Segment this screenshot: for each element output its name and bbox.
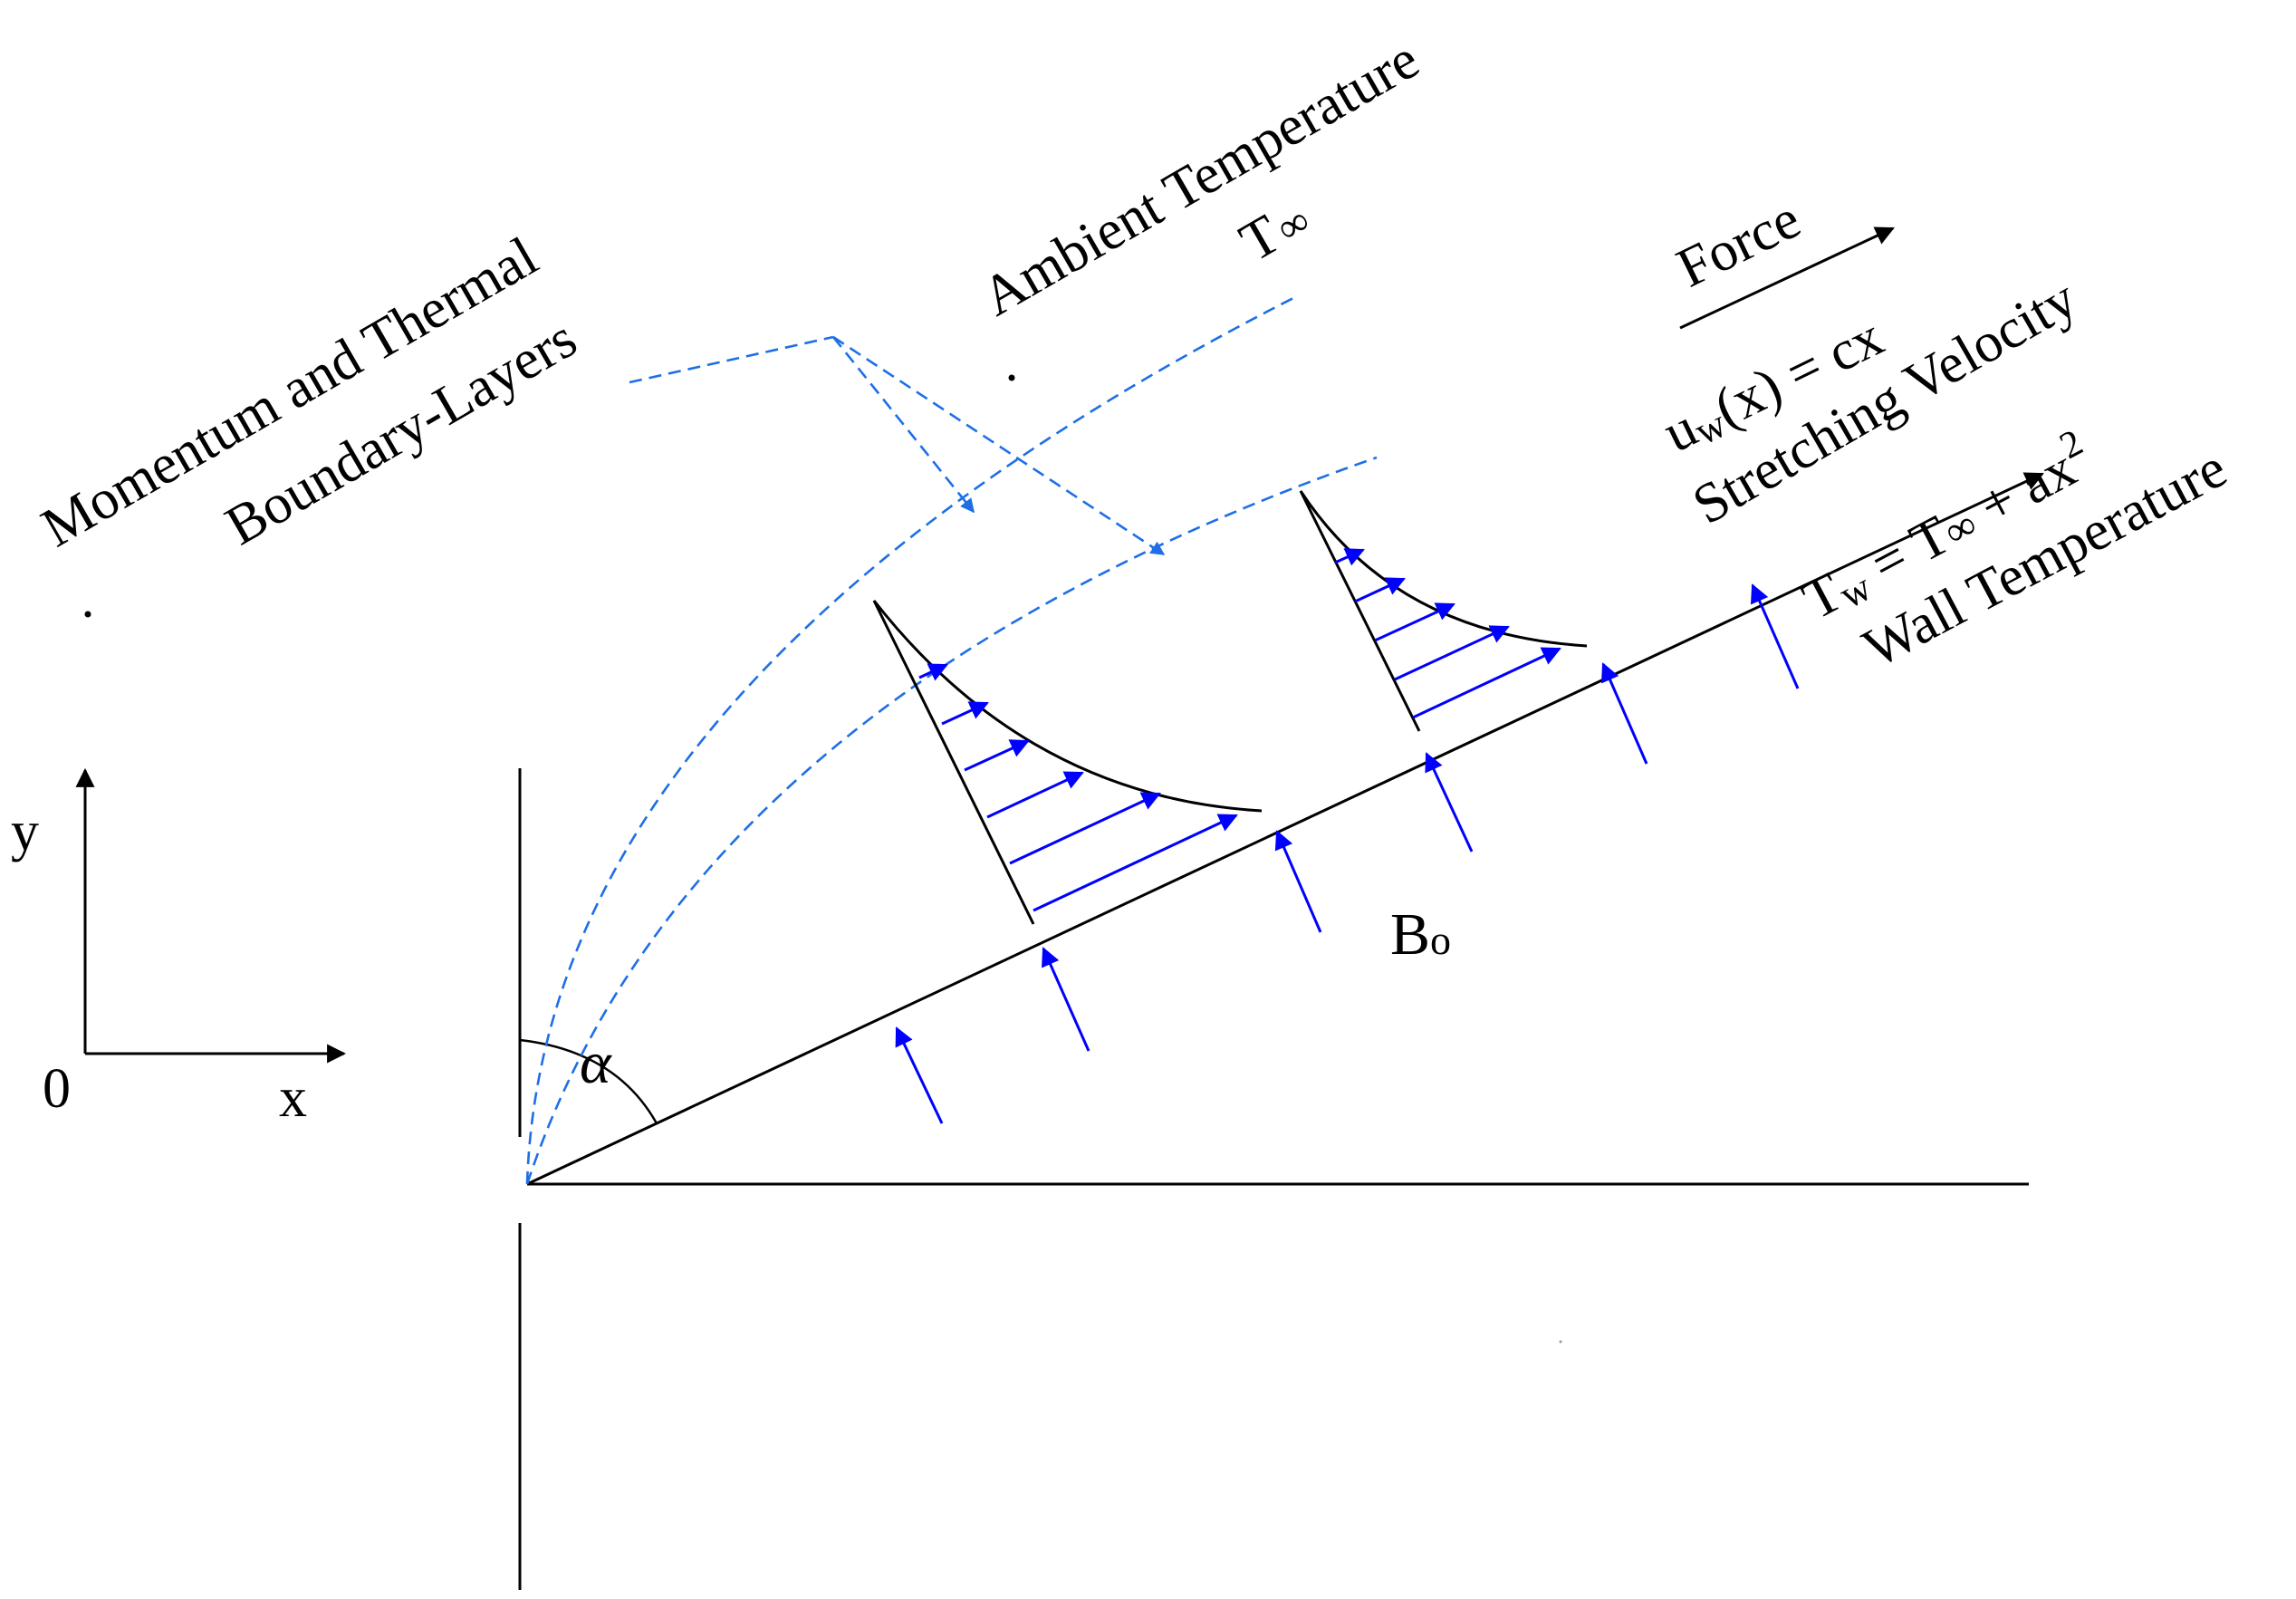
profile-1-arrow bbox=[918, 663, 948, 681]
angle-alpha-label: α bbox=[580, 1030, 612, 1096]
boundary-leader-line bbox=[629, 335, 834, 384]
velocity-profile-1 bbox=[872, 600, 1263, 925]
angle-marker: α bbox=[519, 1030, 658, 1124]
profile-1-arrow bbox=[941, 701, 989, 726]
magnetic-field-arrow bbox=[1042, 947, 1090, 1052]
magnetic-field-arrow bbox=[1750, 583, 1800, 689]
profile-1-arrow bbox=[1009, 792, 1161, 865]
ambient-label-line1: Ambient Temperature bbox=[972, 28, 1429, 328]
profile-1-arrow bbox=[986, 771, 1084, 819]
coordinate-axes: y x 0 bbox=[11, 767, 347, 1129]
profile-2-arrow bbox=[1354, 577, 1406, 603]
wall-temperature-label: Tw = T∞ + ax2 Wall Temperature bbox=[1793, 422, 2236, 680]
profile-2-arrow bbox=[1334, 548, 1365, 566]
stray-dot bbox=[1559, 1340, 1562, 1344]
profile-2-arrow bbox=[1394, 625, 1510, 681]
magnetic-field-arrow bbox=[1274, 830, 1322, 933]
boundary-leader-arrow-1 bbox=[831, 336, 975, 514]
boundary-leader-arrow-2 bbox=[832, 335, 1166, 556]
origin-label: 0 bbox=[43, 1058, 71, 1120]
profile-2-arrow bbox=[1374, 602, 1455, 642]
boundary-layer-label: Momentum and Thermal Boundary-Layers bbox=[32, 226, 587, 618]
magnetic-field-arrow bbox=[895, 1026, 944, 1124]
force-label: Force bbox=[1667, 188, 1810, 300]
x-axis-label: x bbox=[279, 1067, 307, 1129]
angle-arc bbox=[519, 1038, 658, 1124]
ambient-temperature-label: Ambient Temperature T∞ bbox=[972, 28, 1429, 381]
profile-2-outline bbox=[1299, 490, 1588, 732]
profile-1-outline bbox=[872, 600, 1263, 925]
ambient-label-dot bbox=[1008, 374, 1015, 381]
thermal-boundary-edge bbox=[525, 456, 1378, 1185]
magnetic-field-label: Bo bbox=[1390, 901, 1451, 968]
reference-lines bbox=[518, 768, 2029, 1590]
force-arrow bbox=[1679, 226, 1895, 330]
boundary-layer-edges bbox=[525, 295, 1378, 1185]
y-axis-label: y bbox=[11, 801, 39, 862]
force-indicator: Force bbox=[1667, 188, 1895, 330]
magnetic-field-arrow bbox=[1600, 662, 1648, 765]
momentum-boundary-edge bbox=[525, 295, 1296, 1185]
profile-2-arrow bbox=[1412, 647, 1561, 719]
inclined-sheet bbox=[526, 472, 2044, 1186]
profile-1-arrow bbox=[964, 739, 1030, 772]
profile-1-arrow bbox=[1033, 814, 1238, 912]
magnetic-field-arrow bbox=[1425, 752, 1474, 852]
boundary-label-dot bbox=[84, 611, 91, 618]
ambient-symbol: T∞ bbox=[1230, 187, 1320, 274]
magnetic-field-arrows: Bo bbox=[895, 583, 1800, 1124]
velocity-profile-2 bbox=[1299, 490, 1588, 732]
